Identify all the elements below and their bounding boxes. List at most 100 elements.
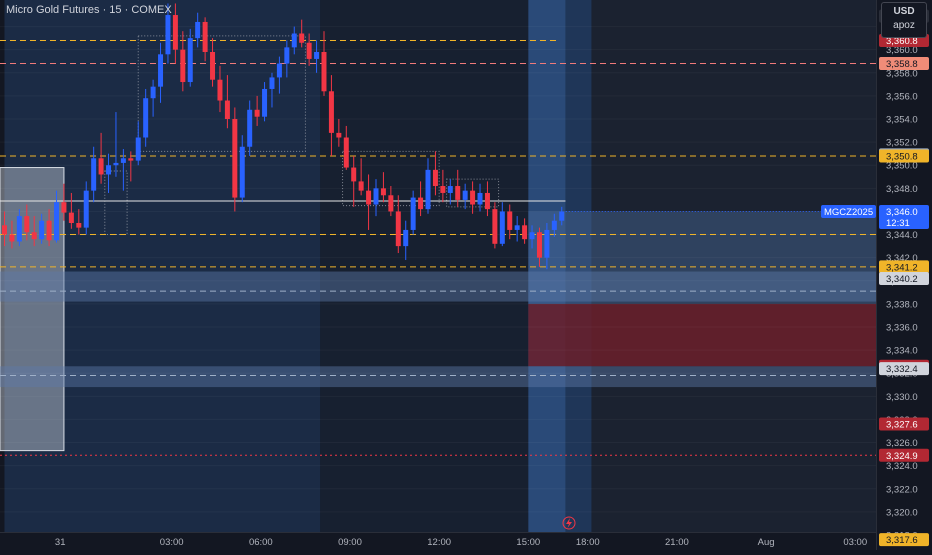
candle-body: [536, 232, 542, 258]
candle: [217, 65, 223, 113]
candle: [328, 75, 334, 156]
candle-body: [9, 234, 15, 242]
symbol-tag-text: MGCZ2025: [824, 207, 873, 218]
candle: [343, 125, 349, 170]
price-tick-label: 3,322.0: [886, 484, 918, 495]
candle: [380, 172, 386, 203]
candle: [9, 220, 15, 249]
candle: [24, 204, 30, 241]
candle-body: [187, 38, 193, 83]
price-label-box: [879, 448, 929, 462]
time-tick-label: 18:00: [576, 537, 600, 548]
current-price-label: 3,346.012:31: [879, 204, 929, 229]
candle: [544, 223, 550, 270]
candle: [46, 209, 52, 247]
candle: [536, 227, 542, 267]
candle-body: [31, 232, 37, 240]
price-label-text: 3,332.4: [886, 364, 918, 375]
candle-body: [98, 158, 104, 175]
candle-body: [210, 51, 216, 80]
candle-body: [351, 167, 357, 182]
candle-body: [128, 158, 134, 161]
candle-body: [373, 188, 379, 205]
candle: [232, 107, 238, 212]
currency-button[interactable]: USD apoz: [881, 2, 927, 38]
price-tick-label: 3,352.0: [886, 138, 918, 149]
zone-rect: [528, 303, 876, 367]
currency-label: USD: [893, 6, 915, 17]
price-tick-label: 3,350.0: [886, 161, 918, 172]
session-backgrounds: [4, 0, 876, 532]
lightning-icon-ring: [562, 516, 576, 530]
candle: [98, 132, 104, 184]
candle: [284, 40, 290, 78]
candle: [61, 183, 67, 221]
session-background: [591, 0, 876, 532]
candle: [158, 42, 164, 103]
current-price-box: [879, 204, 929, 229]
candle: [551, 213, 557, 237]
current-price-text: 3,346.0: [886, 207, 918, 218]
time-tick-label: 15:00: [516, 537, 540, 548]
time-tick-label: 31: [55, 537, 66, 548]
range-box: [137, 35, 306, 152]
candle: [172, 3, 178, 64]
candle: [559, 206, 565, 226]
candle: [195, 12, 201, 48]
candle-body: [395, 211, 401, 247]
price-label-box: [879, 417, 929, 431]
candle: [106, 153, 112, 193]
time-tick-label: 09:00: [338, 537, 362, 548]
candle: [299, 19, 305, 48]
candle: [135, 121, 141, 166]
candle: [484, 181, 490, 217]
time-tick-label: 03:00: [160, 537, 184, 548]
candle-body: [514, 225, 520, 230]
candle-body: [247, 109, 253, 147]
price-tick-label: 3,342.0: [886, 253, 918, 264]
candle-body: [54, 202, 60, 241]
candle-body: [499, 211, 505, 244]
candle-body: [135, 137, 141, 161]
candle: [276, 56, 282, 94]
price-label-text: 3,358.8: [886, 59, 918, 70]
candle-body: [410, 197, 416, 230]
candle-body: [284, 47, 290, 64]
candle-body: [46, 220, 52, 241]
candle-body: [150, 86, 156, 99]
candle: [239, 135, 245, 203]
candle-body: [61, 202, 67, 213]
candle: [336, 119, 342, 147]
countdown-text: 12:31: [886, 218, 910, 229]
candle: [113, 112, 119, 177]
candle: [39, 213, 45, 244]
price-label-box: [879, 149, 929, 163]
candle-body: [68, 212, 74, 224]
time-axis[interactable]: 31 03:00 06:00 09:00 12:00 15:00 18:00 21:00 Aug…: [0, 516, 876, 550]
lightning-icon[interactable]: [562, 516, 576, 530]
candle: [492, 202, 498, 249]
candle: [440, 169, 446, 203]
candle-body: [24, 216, 30, 233]
candle: [373, 179, 379, 217]
candle-body: [507, 211, 513, 230]
price-tick-label: 3,356.0: [886, 91, 918, 102]
candle-body: [269, 77, 275, 89]
price-label-box: [879, 271, 929, 285]
candle-body: [328, 91, 334, 133]
price-label-text: 3,360.8: [886, 36, 918, 47]
price-tick-label: 3,336.0: [886, 322, 918, 333]
candle-body: [291, 33, 297, 48]
candle-body: [544, 229, 550, 258]
candle-body: [172, 15, 178, 50]
zone-rect: [0, 271, 876, 302]
price-axis-label: 3,341.2: [879, 260, 929, 274]
candle: [358, 158, 364, 196]
grid: [0, 26, 876, 536]
price-label-text: 3,350.8: [886, 151, 918, 162]
candle-body: [158, 54, 164, 87]
candle: [507, 204, 513, 240]
candle: [477, 183, 483, 212]
